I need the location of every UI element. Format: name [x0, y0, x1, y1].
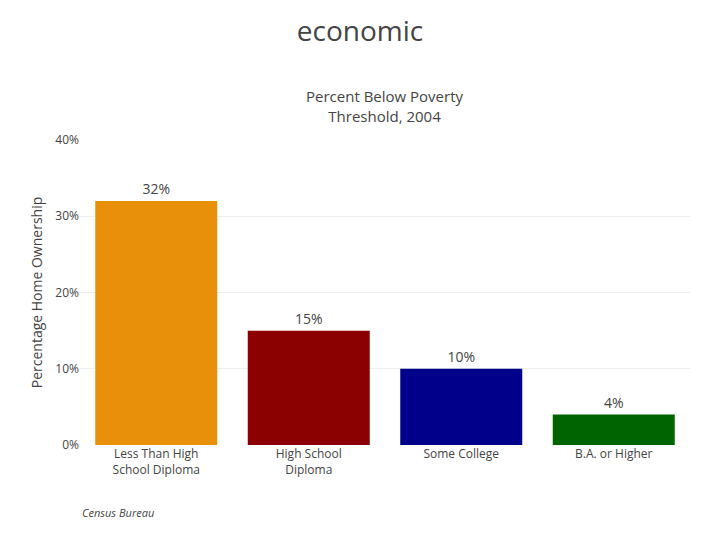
svg-text:32%: 32%: [142, 179, 170, 198]
svg-text:Census Bureau: Census Bureau: [82, 505, 154, 520]
svg-text:Percent Below PovertyThreshold: Percent Below PovertyThreshold, 2004: [306, 86, 464, 126]
svg-text:15%: 15%: [295, 309, 323, 328]
svg-text:40%: 40%: [55, 131, 79, 148]
svg-text:B.A. or Higher: B.A. or Higher: [575, 445, 652, 462]
svg-text:20%: 20%: [55, 284, 79, 301]
svg-text:High SchoolDiploma: High SchoolDiploma: [276, 445, 342, 478]
svg-text:10%: 10%: [55, 360, 79, 377]
svg-text:0%: 0%: [62, 436, 79, 453]
svg-text:economic: economic: [297, 11, 423, 49]
svg-text:Some College: Some College: [423, 445, 499, 462]
svg-text:Less Than HighSchool Diploma: Less Than HighSchool Diploma: [113, 445, 200, 478]
svg-text:Percentage Home Ownership: Percentage Home Ownership: [27, 197, 46, 389]
svg-text:10%: 10%: [447, 347, 475, 366]
svg-text:4%: 4%: [604, 393, 624, 412]
svg-text:30%: 30%: [55, 207, 79, 224]
